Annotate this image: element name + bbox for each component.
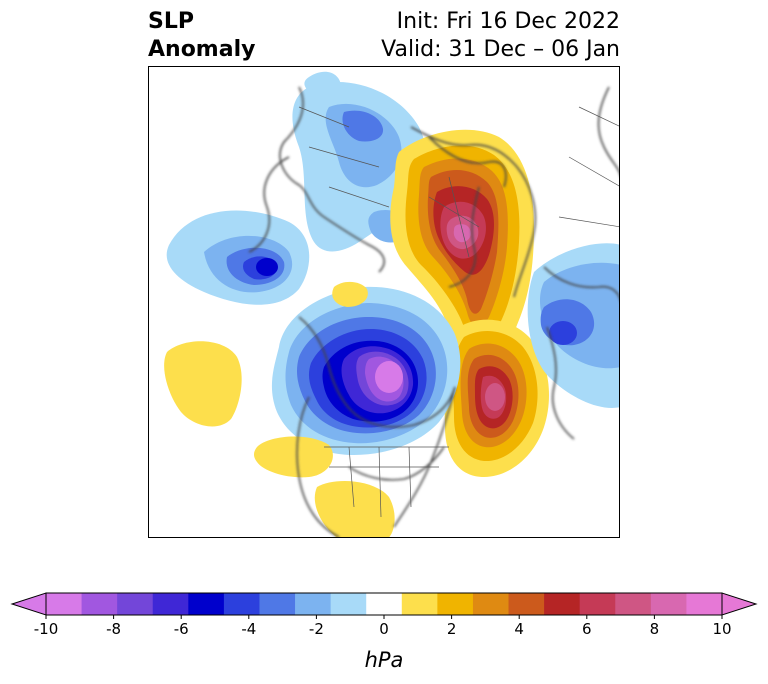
title-variable: SLP bbox=[148, 9, 194, 34]
colorbar-segment bbox=[579, 593, 616, 615]
colorbar-segment bbox=[401, 593, 438, 615]
colorbar-tick-label: 10 bbox=[712, 620, 731, 638]
map-canvas bbox=[164, 71, 619, 537]
colorbar-unit-label: hPa bbox=[365, 648, 404, 672]
arctic-positive-anomaly bbox=[390, 129, 534, 368]
colorbar-tick-label: -4 bbox=[241, 620, 256, 638]
init-date: Init: Fri 16 Dec 2022 bbox=[396, 9, 620, 34]
colorbar-segment bbox=[117, 593, 154, 615]
colorbar-segment bbox=[508, 593, 545, 615]
minor-positive-anomalies bbox=[164, 281, 395, 537]
colorbar-segment bbox=[46, 593, 83, 615]
colorbar-extend-max bbox=[721, 592, 758, 616]
coastlines bbox=[248, 86, 619, 537]
colorbar-graphic: -10 -8 -6 -4 -2 0 2 4 6 8 10 hPa bbox=[10, 592, 758, 672]
colorbar-tick-label: 0 bbox=[379, 620, 389, 638]
colorbar-extend-min bbox=[10, 592, 47, 616]
colorbar-segment bbox=[223, 593, 260, 615]
colorbar-segments bbox=[10, 592, 758, 616]
colorbar-segment bbox=[437, 593, 474, 615]
anomaly-map bbox=[148, 66, 620, 538]
atlantic-positive-anomaly bbox=[444, 319, 549, 477]
colorbar-segment bbox=[615, 593, 652, 615]
colorbar-tick-label: 8 bbox=[650, 620, 660, 638]
canada-negative-anomaly bbox=[271, 286, 461, 455]
colorbar-tick-label: -2 bbox=[309, 620, 324, 638]
colorbar-segment bbox=[366, 593, 403, 615]
colorbar-ticks: -10 -8 -6 -4 -2 0 2 4 6 8 10 bbox=[34, 615, 732, 638]
map-title: SLP Anomaly bbox=[148, 8, 255, 64]
colorbar-segment bbox=[472, 593, 510, 615]
colorbar-segment bbox=[330, 593, 367, 615]
colorbar-segment bbox=[686, 593, 723, 615]
colorbar-segment bbox=[295, 593, 332, 615]
colorbar-segment bbox=[650, 593, 687, 615]
colorbar-tick-label: -8 bbox=[106, 620, 121, 638]
colorbar-segment bbox=[259, 593, 296, 615]
colorbar-segment bbox=[544, 593, 581, 615]
valid-period: Valid: 31 Dec – 06 Jan bbox=[381, 37, 620, 62]
forecast-dates: Init: Fri 16 Dec 2022 Valid: 31 Dec – 06… bbox=[381, 8, 620, 64]
colorbar-tick-label: -6 bbox=[174, 620, 189, 638]
colorbar-segment bbox=[188, 593, 225, 615]
title-subvariable: Anomaly bbox=[148, 37, 256, 62]
borders bbox=[298, 106, 619, 518]
europe-negative-anomaly bbox=[527, 243, 619, 408]
colorbar-segment bbox=[81, 593, 118, 615]
colorbar-tick-label: 4 bbox=[514, 620, 524, 638]
colorbar-tick-label: -10 bbox=[34, 620, 59, 638]
colorbar: -10 -8 -6 -4 -2 0 2 4 6 8 10 hPa bbox=[0, 586, 768, 676]
colorbar-tick-label: 2 bbox=[447, 620, 457, 638]
colorbar-tick-label: 6 bbox=[582, 620, 592, 638]
pacific-negative-anomaly bbox=[166, 210, 310, 305]
colorbar-segment bbox=[152, 593, 189, 615]
